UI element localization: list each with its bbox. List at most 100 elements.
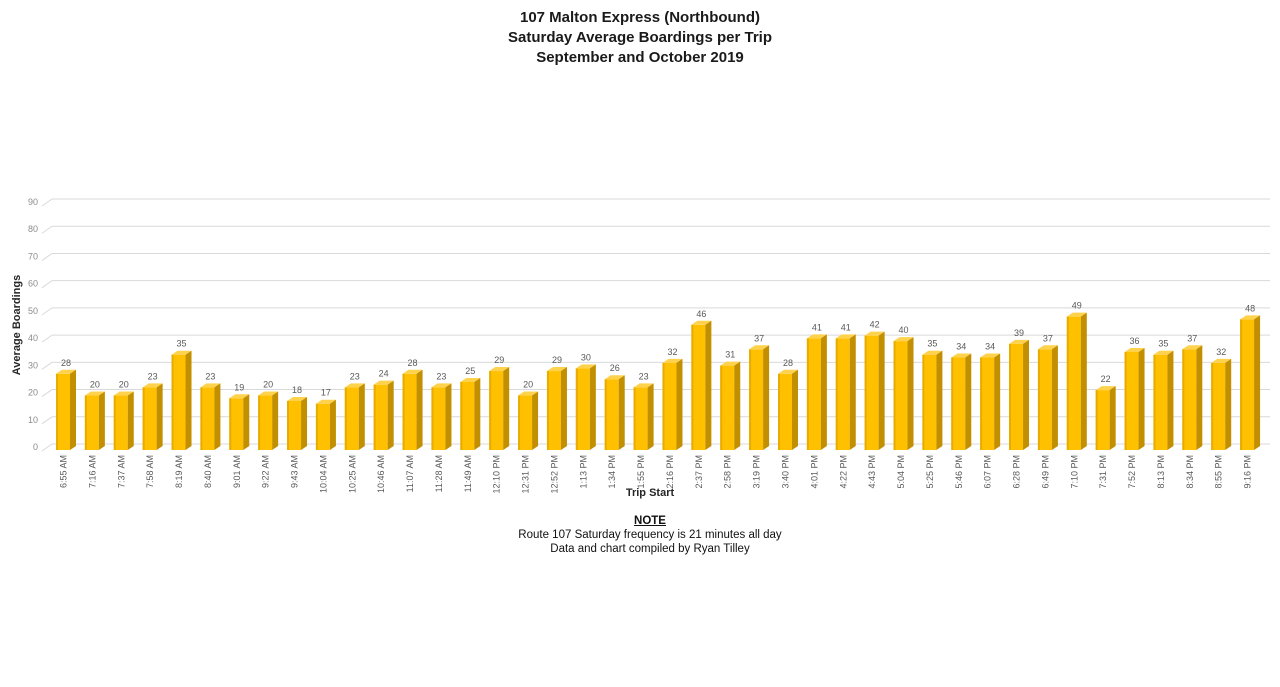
bar-side-face	[1196, 345, 1203, 450]
y-tick-label: 90	[28, 197, 38, 207]
x-tick-label: 7:58 AM	[145, 455, 155, 488]
x-tick-label: 1:13 PM	[578, 455, 588, 489]
x-tick-label: 7:16 AM	[87, 455, 97, 488]
bar-left-edge	[258, 395, 261, 450]
x-tick-label: 11:07 AM	[405, 455, 415, 492]
bar-side-face	[98, 391, 105, 450]
bar-front-face	[84, 395, 99, 450]
bar-side-face	[1167, 350, 1174, 450]
x-tick-label: 10:25 AM	[347, 455, 357, 493]
x-tick-label: 11:28 AM	[434, 455, 444, 492]
bar-top-face	[864, 331, 885, 336]
bar-value-label: 32	[667, 347, 677, 357]
bar-side-face	[763, 345, 770, 450]
bar-top-face	[1240, 315, 1261, 320]
bar-front-face	[460, 381, 475, 450]
bar-value-label: 40	[899, 325, 909, 335]
bar-front-face	[1240, 319, 1255, 450]
bar-value-label: 20	[263, 380, 273, 390]
bar-front-face	[1009, 343, 1024, 450]
bar-left-edge	[1095, 390, 1098, 450]
bar-value-label: 28	[783, 358, 793, 368]
bar-value-label: 31	[725, 350, 735, 360]
bar-left-edge	[951, 357, 954, 450]
bar-top-face	[662, 358, 683, 363]
x-tick-label: 8:55 PM	[1214, 455, 1224, 489]
bar-value-label: 24	[379, 369, 389, 379]
y-tick-label: 10	[28, 415, 38, 425]
x-tick-label: 3:19 PM	[752, 455, 762, 489]
bar-left-edge	[893, 341, 896, 450]
bar-side-face	[878, 331, 885, 450]
bar-left-edge	[84, 395, 87, 450]
bar-left-edge	[1066, 316, 1069, 450]
bar-top-face	[344, 383, 365, 388]
bar-value-label: 29	[552, 355, 562, 365]
bar-side-face	[792, 369, 798, 450]
y-tick-label: 80	[28, 224, 38, 234]
bar-left-edge	[604, 379, 607, 450]
x-tick-label: 8:13 PM	[1156, 455, 1166, 489]
bar-front-face	[835, 338, 850, 450]
bar-side-face	[445, 383, 452, 450]
bar-top-face	[142, 383, 163, 388]
bar-side-face	[156, 383, 163, 450]
bar-value-label: 32	[1216, 347, 1226, 357]
bar-left-edge	[56, 373, 58, 450]
bar-left-edge	[171, 354, 174, 450]
x-tick-label: 12:31 PM	[521, 455, 531, 494]
gridline-depth-edge	[41, 389, 53, 397]
bar-front-face	[749, 349, 764, 450]
x-tick-label: 9:01 AM	[232, 455, 242, 488]
bar-front-face	[691, 324, 706, 450]
bar-side-face	[820, 334, 827, 450]
bar-value-label: 26	[610, 363, 620, 373]
bar-top-face	[546, 367, 567, 372]
bar-front-face	[1182, 349, 1197, 450]
bar-side-face	[705, 320, 712, 450]
bar-side-face	[272, 391, 279, 450]
bar-value-label: 37	[754, 333, 764, 343]
bar-value-label: 28	[61, 358, 71, 368]
bar-top-face	[460, 377, 481, 382]
bar-side-face	[329, 399, 336, 450]
bar-value-label: 42	[870, 320, 880, 330]
note-line-2: Data and chart compiled by Ryan Tilley	[550, 543, 750, 555]
bar-front-face	[489, 371, 504, 450]
bar-left-edge	[633, 387, 636, 450]
bar-value-label: 23	[350, 371, 360, 381]
bar-front-face	[893, 341, 908, 450]
bar-value-label: 19	[234, 382, 244, 392]
bar-side-face	[503, 367, 510, 450]
bar-front-face	[287, 401, 302, 450]
bar-value-label: 23	[148, 371, 158, 381]
y-tick-label: 70	[28, 251, 38, 261]
bar-value-label: 41	[812, 322, 822, 332]
bar-value-label: 28	[408, 358, 418, 368]
bar-left-edge	[142, 387, 145, 450]
bar-front-face	[1066, 316, 1081, 450]
bar-value-label: 30	[581, 352, 591, 362]
bar-left-edge	[315, 403, 318, 450]
y-tick-label: 0	[33, 442, 38, 452]
bar-value-label: 23	[205, 371, 215, 381]
x-tick-label: 10:46 AM	[376, 455, 386, 493]
bar-front-face	[720, 365, 735, 450]
y-tick-label: 20	[28, 388, 38, 398]
bar-top-face	[200, 383, 221, 388]
x-tick-label: 4:22 PM	[838, 455, 848, 489]
bar-left-edge	[864, 335, 867, 450]
chart-title-line-3: September and October 2019	[536, 49, 744, 66]
bar-front-face	[431, 387, 446, 450]
bar-left-edge	[922, 354, 925, 450]
bar-value-label: 35	[927, 339, 937, 349]
bar-top-face	[720, 361, 741, 366]
bar-side-face	[70, 369, 76, 450]
x-tick-label: 4:43 PM	[867, 455, 877, 489]
bar-top-face	[287, 397, 308, 402]
y-tick-label: 60	[28, 279, 38, 289]
bar-front-face	[344, 387, 359, 450]
bar-left-edge	[980, 357, 983, 450]
bar-value-label: 18	[292, 385, 302, 395]
bar-value-label: 49	[1072, 301, 1082, 311]
